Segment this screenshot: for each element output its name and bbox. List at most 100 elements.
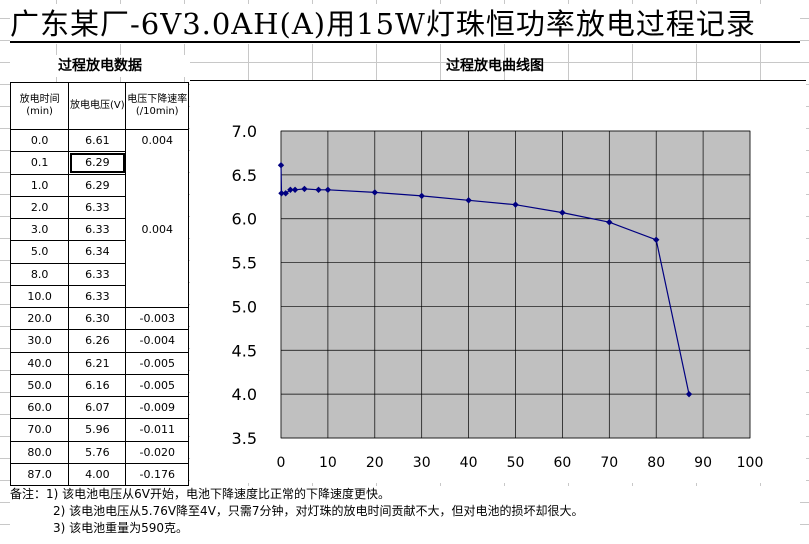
data-point — [278, 190, 285, 197]
cell-voltage[interactable]: 6.33 — [68, 284, 127, 309]
cell-voltage[interactable]: 5.76 — [68, 440, 127, 464]
cell-rate-merged-part[interactable] — [125, 240, 189, 263]
series-line — [280, 165, 690, 395]
data-point — [324, 186, 332, 193]
cell-voltage[interactable]: 6.29 — [68, 151, 127, 175]
data-point — [287, 186, 294, 193]
data-point — [291, 186, 299, 193]
data-point — [315, 186, 322, 193]
header-discharge-voltage[interactable]: 放电电压(V) — [68, 82, 127, 130]
table-row: 80.0 5.76 -0.020 — [9, 440, 189, 464]
cell-time[interactable]: 0.0 — [9, 128, 70, 153]
table-row: 0.1 6.29 — [9, 151, 189, 175]
data-point — [685, 390, 693, 398]
discharge-data-table: 放电时间(min) 放电电压(V) 电压下降速率(/10min) 0.0 6.61… — [9, 82, 189, 487]
cell-rate[interactable]: -0.003 — [125, 306, 189, 331]
table-row: 70.0 5.96 -0.011 — [9, 418, 189, 442]
cell-voltage[interactable]: 4.00 — [68, 462, 127, 487]
cell-voltage[interactable]: 6.29 — [68, 173, 127, 197]
cell-voltage[interactable]: 6.33 — [68, 217, 127, 242]
cell-rate[interactable]: -0.005 — [125, 351, 189, 375]
discharge-curve-chart[interactable]: 0 10 20 30 40 50 60 70 80 90 100 3.5 4.0 4.5 5.0 5.5 6.0… — [190, 80, 806, 484]
cell-rate[interactable]: -0.020 — [125, 440, 189, 464]
cell-voltage[interactable]: 6.16 — [68, 373, 127, 398]
table-row: 30.0 6.26 -0.004 — [9, 329, 189, 353]
cell-voltage[interactable]: 6.33 — [68, 195, 127, 220]
table-row: 40.0 6.21 -0.005 — [9, 351, 189, 375]
note-3: 3) 该电池重量为590克。 — [53, 521, 189, 535]
x-tick-label: 80 — [647, 455, 665, 471]
header-voltage-drop-rate[interactable]: 电压下降速率(/10min) — [125, 82, 189, 130]
cell-voltage[interactable]: 6.30 — [68, 306, 127, 331]
cell-time[interactable]: 87.0 — [9, 462, 70, 487]
cell-voltage[interactable]: 6.33 — [68, 262, 127, 286]
x-tick-label: 70 — [600, 455, 618, 471]
cell-rate-merged-part[interactable] — [125, 263, 189, 286]
cell-voltage[interactable]: 6.21 — [68, 351, 127, 375]
cell-time[interactable]: 10.0 — [9, 284, 70, 309]
cell-time[interactable]: 1.0 — [9, 173, 70, 197]
y-tick-label: 6.0 — [232, 210, 257, 229]
table-row: 3.0 6.33 0.004 — [9, 217, 189, 242]
chart-title: 过程放电曲线图 — [446, 58, 544, 74]
cell-rate-merged-part[interactable] — [125, 174, 189, 197]
cell-rate-merged-part[interactable] — [125, 151, 189, 174]
x-tick-label: 40 — [460, 455, 478, 471]
cell-time[interactable]: 70.0 — [9, 418, 70, 442]
y-tick-label: 7.0 — [232, 122, 257, 141]
table-row: 20.0 6.30 -0.003 — [9, 306, 189, 331]
y-tick-label: 6.5 — [232, 166, 257, 185]
data-point — [418, 192, 425, 200]
cell-time[interactable]: 5.0 — [9, 240, 70, 264]
cell-voltage[interactable]: 6.26 — [68, 329, 127, 353]
cell-voltage[interactable]: 6.34 — [68, 240, 127, 264]
cell-rate[interactable]: -0.176 — [125, 462, 189, 487]
cell-rate-merged-part[interactable] — [125, 285, 189, 309]
cell-time[interactable]: 80.0 — [9, 440, 70, 464]
table-row: 2.0 6.33 — [9, 195, 189, 220]
x-tick-label: 20 — [366, 455, 384, 471]
table-heading: 过程放电数据 — [10, 55, 190, 77]
cell-time[interactable]: 20.0 — [9, 306, 70, 331]
cell-rate[interactable]: -0.005 — [125, 373, 189, 398]
data-point — [371, 189, 378, 196]
cell-time[interactable]: 0.1 — [9, 151, 70, 175]
cell-time[interactable]: 2.0 — [9, 195, 70, 220]
cell-voltage[interactable]: 6.07 — [68, 395, 127, 420]
data-point — [282, 190, 289, 197]
cell-time[interactable]: 8.0 — [9, 262, 70, 286]
x-tick-label: 30 — [413, 455, 431, 471]
table-row: 10.0 6.33 — [9, 284, 189, 309]
header-discharge-time[interactable]: 放电时间(min) — [9, 82, 70, 130]
cell-rate[interactable]: -0.004 — [125, 329, 189, 353]
cell-time[interactable]: 40.0 — [9, 351, 70, 375]
data-point — [512, 201, 519, 208]
cell-time[interactable]: 50.0 — [9, 373, 70, 398]
cell-rate-merged-part[interactable] — [125, 196, 189, 219]
cell-rate[interactable]: -0.011 — [125, 418, 189, 442]
cell-time[interactable]: 60.0 — [9, 395, 70, 420]
note-1: 备注：1) 该电池电压从6V开始，电池下降速度比正常的下降速度更快。 — [10, 487, 390, 501]
notes: 备注：1) 该电池电压从6V开始，电池下降速度比正常的下降速度更快。 2) 该电… — [10, 486, 800, 544]
cell-rate-merged[interactable]: 0.004 — [125, 128, 189, 152]
x-tick-label: 90 — [694, 455, 712, 471]
data-point — [277, 162, 285, 169]
x-tick-label: 10 — [319, 455, 337, 471]
table-row: 8.0 6.33 — [9, 262, 189, 286]
cell-rate[interactable]: -0.009 — [125, 395, 189, 420]
x-tick-label: 0 — [277, 455, 286, 471]
y-tick-label: 3.5 — [232, 429, 257, 448]
page-title: 广东某厂-6V3.0AH(A)用15W灯珠恒功率放电过程记录 — [10, 4, 800, 44]
table-row: 5.0 6.34 — [9, 240, 189, 264]
data-point — [653, 236, 660, 243]
cell-rate-merged-part[interactable]: 0.004 — [125, 218, 189, 241]
title-underline — [10, 41, 800, 43]
y-tick-label: 5.5 — [232, 254, 257, 273]
x-tick-label: 50 — [507, 455, 525, 471]
cell-time[interactable]: 3.0 — [9, 217, 70, 242]
cell-voltage[interactable]: 6.61 — [68, 128, 127, 153]
cell-time[interactable]: 30.0 — [9, 329, 70, 353]
data-point — [559, 209, 566, 216]
table-row: 1.0 6.29 — [9, 173, 189, 197]
cell-voltage[interactable]: 5.96 — [68, 418, 127, 442]
